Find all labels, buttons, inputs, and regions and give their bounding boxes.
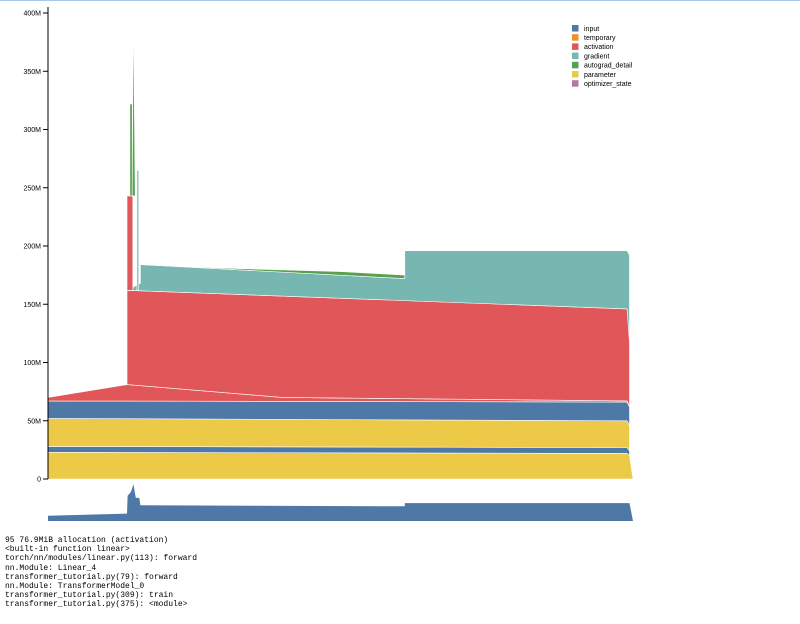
overview-minimap[interactable] [48, 484, 633, 521]
legend-swatch-parameter[interactable] [572, 71, 579, 78]
legend-swatch-input[interactable] [572, 25, 579, 32]
legend-label-optimizer_state[interactable]: optimizer_state [584, 81, 632, 88]
detail-line: transformer_tutorial.py(309): train [5, 591, 174, 601]
legend-swatch-gradient[interactable] [572, 52, 579, 60]
y-axis: 0 50M 100M 150M 200M 250M 300M 350M 400M [23, 7, 49, 484]
y-tick-label: 100M [23, 360, 41, 367]
y-tick-label: 200M [23, 244, 41, 251]
legend-swatch-autograd_detail[interactable] [572, 61, 579, 69]
legend-label-autograd_detail[interactable]: autograd_detail [584, 63, 633, 70]
area-gradient-11[interactable] [136, 170, 139, 291]
y-tick-label: 50M [27, 418, 41, 425]
legend-swatch-activation[interactable] [572, 43, 579, 50]
area-activation-8[interactable] [126, 195, 134, 291]
overview-area[interactable] [48, 484, 633, 521]
area-autograd_detail-9[interactable] [129, 103, 133, 197]
legend[interactable]: input temporary activation gradient autograd… [572, 25, 633, 88]
memory-chart[interactable]: 0 50M 100M 150M 200M 250M 300M 350M 400M input te… [0, 1, 800, 531]
y-tick-label: 350M [23, 69, 41, 76]
allocation-details: 95 76.9MiB allocation (activation) <built… [5, 536, 197, 610]
memory-area-layers[interactable] [47, 7, 634, 480]
area-activation-5[interactable] [126, 289, 630, 407]
y-tick-label: 150M [23, 302, 41, 309]
y-tick-label: 250M [23, 185, 41, 192]
legend-swatch-temporary[interactable] [572, 34, 579, 41]
y-tick-label: 400M [23, 11, 41, 18]
area-autograd_detail-10[interactable] [131, 7, 136, 197]
detail-line: <built-in function linear> [5, 545, 130, 555]
detail-line: 95 76.9MiB allocation (activation) [5, 536, 169, 545]
area-parameter-2[interactable] [47, 418, 630, 452]
detail-line: nn.Module: Linear_4 [5, 563, 97, 573]
legend-label-gradient[interactable]: gradient [584, 53, 609, 60]
area-parameter-0[interactable] [47, 451, 634, 480]
legend-label-input[interactable]: input [584, 26, 599, 33]
area-autograd_detail-7[interactable] [140, 264, 406, 279]
detail-line: transformer_tutorial.py(79): forward [5, 572, 178, 582]
detail-line: torch/nn/modules/linear.py(113): forward [5, 554, 198, 564]
detail-line: transformer_tutorial.py(375): <module> [5, 600, 188, 610]
legend-label-activation[interactable]: activation [584, 44, 614, 51]
legend-label-parameter[interactable]: parameter [584, 72, 617, 79]
area-gradient-6[interactable] [125, 250, 630, 342]
y-tick-label: 300M [23, 127, 41, 134]
legend-label-temporary[interactable]: temporary [584, 35, 616, 42]
detail-line: nn.Module: TransformerModel_0 [5, 582, 145, 592]
legend-swatch-optimizer_state[interactable] [572, 80, 579, 87]
y-tick-label: 0 [37, 477, 41, 484]
